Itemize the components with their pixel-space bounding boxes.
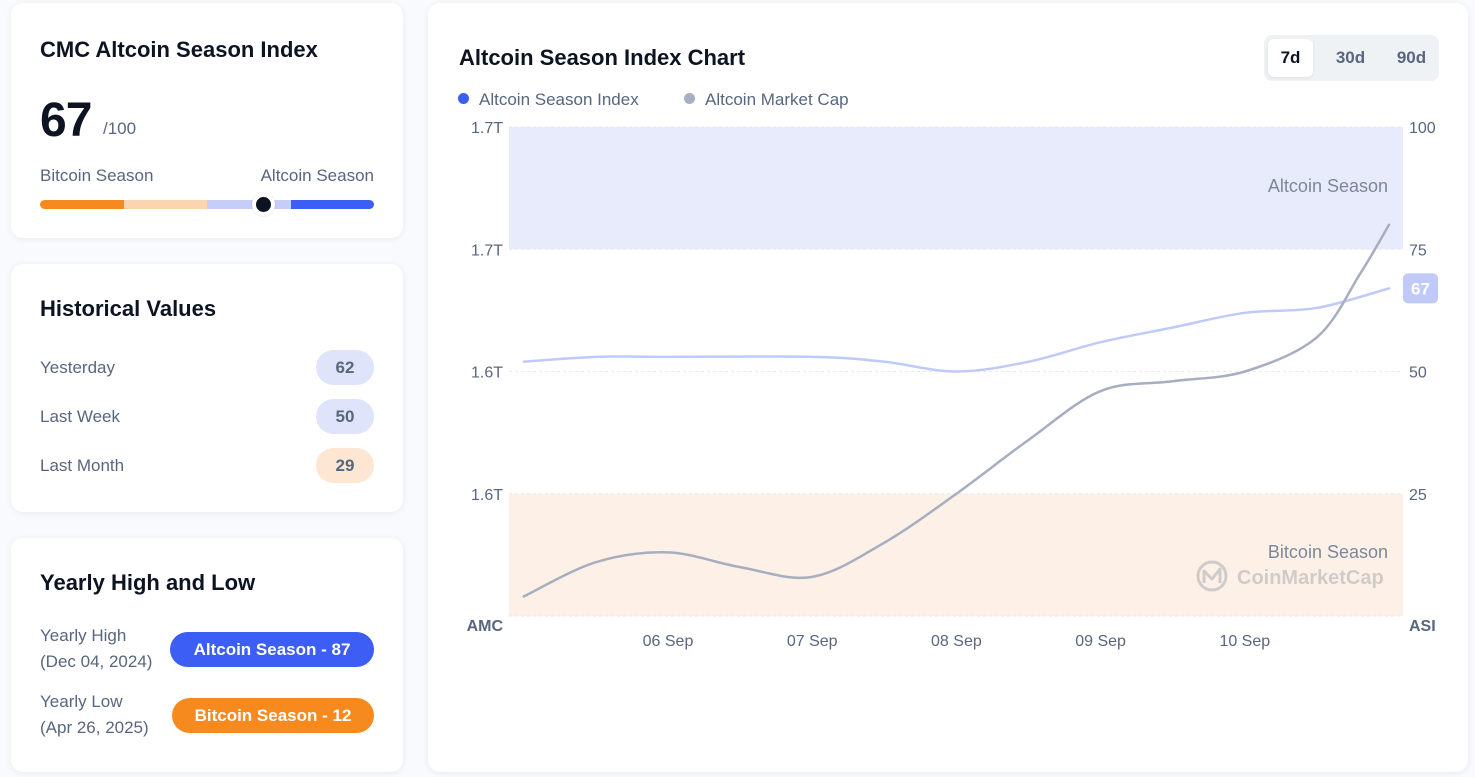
range-tab-30d[interactable]: 30d — [1335, 48, 1366, 67]
chart-card: Altcoin Season Bitcoin Season CoinMarketCa… — [428, 3, 1468, 772]
right-axis-tick-label: 100 — [1409, 120, 1436, 137]
historical-row: Last Week 50 — [40, 399, 374, 435]
legend-label: Altcoin Season Index — [479, 90, 639, 109]
yearly-low-label: Yearly Low (Apr 26, 2025) — [40, 689, 149, 741]
left-axis-tick-label: 1.6T — [471, 487, 503, 504]
chart-title: Altcoin Season Index Chart — [459, 45, 746, 70]
gauge-segment-altcoin — [291, 200, 374, 209]
legend-item-altcoin-market-cap[interactable]: Altcoin Market Cap — [684, 90, 849, 110]
index-max: /100 — [103, 119, 137, 138]
gauge-segment-bitcoin-light — [124, 200, 207, 209]
historical-title: Historical Values — [40, 296, 217, 321]
historical-values-card: Historical Values Yesterday 62 Last Week… — [11, 264, 403, 512]
left-axis-tick-label: 1.7T — [471, 120, 503, 137]
historical-row: Last Month 29 — [40, 448, 374, 484]
historical-row: Yesterday 62 — [40, 350, 374, 386]
range-tab-7d[interactable]: 7d — [1268, 39, 1313, 77]
left-axis-tick-label: 1.6T — [471, 365, 503, 382]
x-axis-tick-label: 06 Sep — [643, 633, 694, 650]
yearly-high-date: (Dec 04, 2024) — [40, 652, 153, 671]
index-card: CMC Altcoin Season Index 67 /100 Bitcoin… — [11, 3, 403, 238]
yearly-low-badge: Bitcoin Season - 12 — [172, 698, 374, 733]
legend-item-altcoin-season-index[interactable]: Altcoin Season Index — [458, 90, 639, 110]
x-axis-tick-label: 10 Sep — [1219, 633, 1270, 650]
coinmarketcap-logo-icon — [1196, 560, 1228, 592]
right-axis-tick-label: 50 — [1409, 365, 1427, 382]
legend-dot-icon — [458, 93, 469, 104]
index-title: CMC Altcoin Season Index — [40, 37, 318, 62]
bitcoin-season-label: Bitcoin Season — [40, 166, 154, 185]
x-axis-tick-label: 08 Sep — [931, 633, 982, 650]
left-axis-title: AMC — [467, 618, 504, 635]
coinmarketcap-watermark: CoinMarketCap — [1196, 560, 1384, 592]
x-axis-tick-label: 09 Sep — [1075, 633, 1126, 650]
yearly-high-low-card: Yearly High and Low Yearly High (Dec 04,… — [11, 538, 403, 772]
bitcoin-season-zone — [509, 493, 1403, 616]
gauge-knob — [252, 193, 276, 216]
yearly-high-label: Yearly High (Dec 04, 2024) — [40, 623, 152, 675]
range-tab-90d[interactable]: 90d — [1396, 48, 1427, 67]
series-line-altcoin-market-cap — [522, 223, 1391, 598]
range-selector: 7d 30d 90d — [1264, 35, 1439, 81]
altcoin-season-zone — [509, 127, 1403, 250]
right-axis-title: ASI — [1409, 618, 1436, 635]
x-axis-tick-label: 07 Sep — [787, 633, 838, 650]
index-value: 67 — [40, 94, 92, 147]
right-axis-tick-label: 75 — [1409, 242, 1427, 259]
historical-value-badge: 50 — [316, 399, 374, 434]
yearly-low-text: Yearly Low — [40, 692, 123, 711]
yearly-high-text: Yearly High — [40, 626, 127, 645]
series-line-altcoin-season-index — [522, 287, 1391, 373]
gauge-segment-bitcoin — [40, 200, 124, 209]
current-value-label: 67 — [1411, 279, 1430, 298]
historical-value-badge: 29 — [316, 448, 374, 483]
altcoin-season-label: Altcoin Season — [260, 166, 374, 185]
historical-label: Last Week — [40, 407, 121, 426]
current-value-badge — [1403, 273, 1438, 304]
right-axis-tick-label: 25 — [1409, 487, 1427, 504]
historical-label: Last Month — [40, 456, 125, 475]
altcoin-season-chart: Altcoin Season Bitcoin Season CoinMarketCa… — [467, 120, 1438, 650]
historical-value-badge: 62 — [316, 350, 374, 385]
coinmarketcap-logo-mark — [1202, 567, 1222, 583]
legend-label: Altcoin Market Cap — [705, 90, 849, 109]
legend-dot-icon — [684, 93, 695, 104]
gauge-segment-altcoin-light — [207, 200, 291, 209]
left-axis-tick-label: 1.7T — [471, 242, 503, 259]
yearly-low-date: (Apr 26, 2025) — [40, 718, 149, 737]
zone-label: Altcoin Season — [1268, 176, 1388, 196]
season-gauge — [40, 193, 374, 216]
yearly-high-badge: Altcoin Season - 87 — [170, 632, 374, 667]
zone-label: Bitcoin Season — [1268, 542, 1388, 562]
watermark-text: CoinMarketCap — [1237, 567, 1384, 589]
yearly-title: Yearly High and Low — [40, 570, 256, 595]
historical-label: Yesterday — [40, 358, 115, 377]
